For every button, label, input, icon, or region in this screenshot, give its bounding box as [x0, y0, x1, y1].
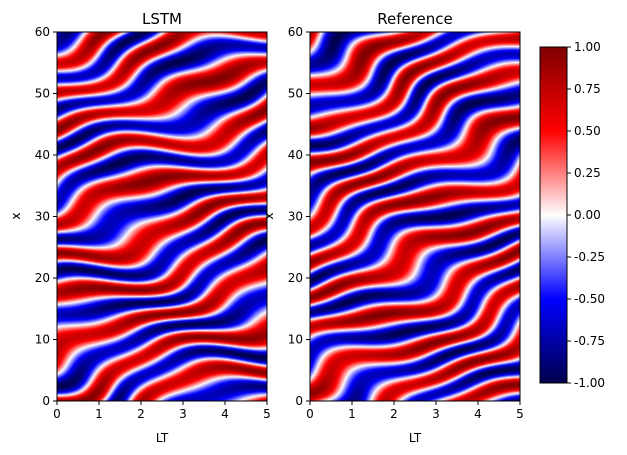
colorbar-tick-label: 0.75: [574, 82, 601, 96]
x-tick-label: 5: [263, 407, 271, 421]
x-tick-label: 1: [348, 407, 356, 421]
x-tick-label: 1: [95, 407, 103, 421]
x-tick-label: 0: [53, 407, 61, 421]
y-tick-label: 40: [288, 148, 303, 162]
y-tick-label: 10: [35, 333, 50, 347]
y-tick-label: 20: [35, 271, 50, 285]
x-axis-label: LT: [409, 431, 422, 445]
y-tick-label: 0: [295, 394, 303, 408]
panel-title: Reference: [377, 10, 453, 28]
y-tick-label: 40: [35, 148, 50, 162]
colorbar-ticks: -1.00 -0.75 -0.50 -0.25 0.00 0.25 0.50 0.75 1.00: [567, 40, 605, 390]
y-tick-label: 60: [35, 25, 50, 39]
colorbar: -1.00 -0.75 -0.50 -0.25 0.00 0.25 0.50 0.75 1.00: [539, 40, 605, 390]
panel-title: LSTM: [142, 10, 182, 28]
colorbar-tick-label: 1.00: [574, 40, 601, 54]
x-tick-label: 2: [137, 407, 145, 421]
colorbar-tick-label: -0.50: [574, 292, 605, 306]
x-tick-label: 4: [474, 407, 482, 421]
colorbar-tick-label: -1.00: [574, 376, 605, 390]
y-tick-label: 60: [288, 25, 303, 39]
colorbar-tick-label: -0.25: [574, 250, 605, 264]
x-tick-label: 3: [179, 407, 187, 421]
colorbar-gradient: [539, 46, 568, 384]
y-tick-label: 30: [35, 210, 50, 224]
y-tick-label: 20: [288, 271, 303, 285]
y-tick-label: 50: [35, 87, 50, 101]
y-axis-label: x: [262, 212, 276, 219]
x-tick-label: 5: [516, 407, 524, 421]
x-tick-label: 3: [432, 407, 440, 421]
y-tick-label: 50: [288, 87, 303, 101]
y-tick-label: 10: [288, 333, 303, 347]
x-tick-label: 4: [221, 407, 229, 421]
x-tick-label: 2: [390, 407, 398, 421]
x-tick-label: 0: [306, 407, 314, 421]
colorbar-tick-label: 0.25: [574, 166, 601, 180]
y-axis-label: x: [9, 212, 23, 219]
colorbar-tick-label: 0.50: [574, 124, 601, 138]
colorbar-tick-label: 0.00: [574, 208, 601, 222]
x-axis-label: LT: [156, 431, 169, 445]
y-tick-label: 0: [42, 394, 50, 408]
heatmap-canvas: [310, 32, 520, 401]
colorbar-tick-label: -0.75: [574, 334, 605, 348]
heatmap-canvas: [57, 32, 267, 401]
y-tick-label: 30: [288, 210, 303, 224]
